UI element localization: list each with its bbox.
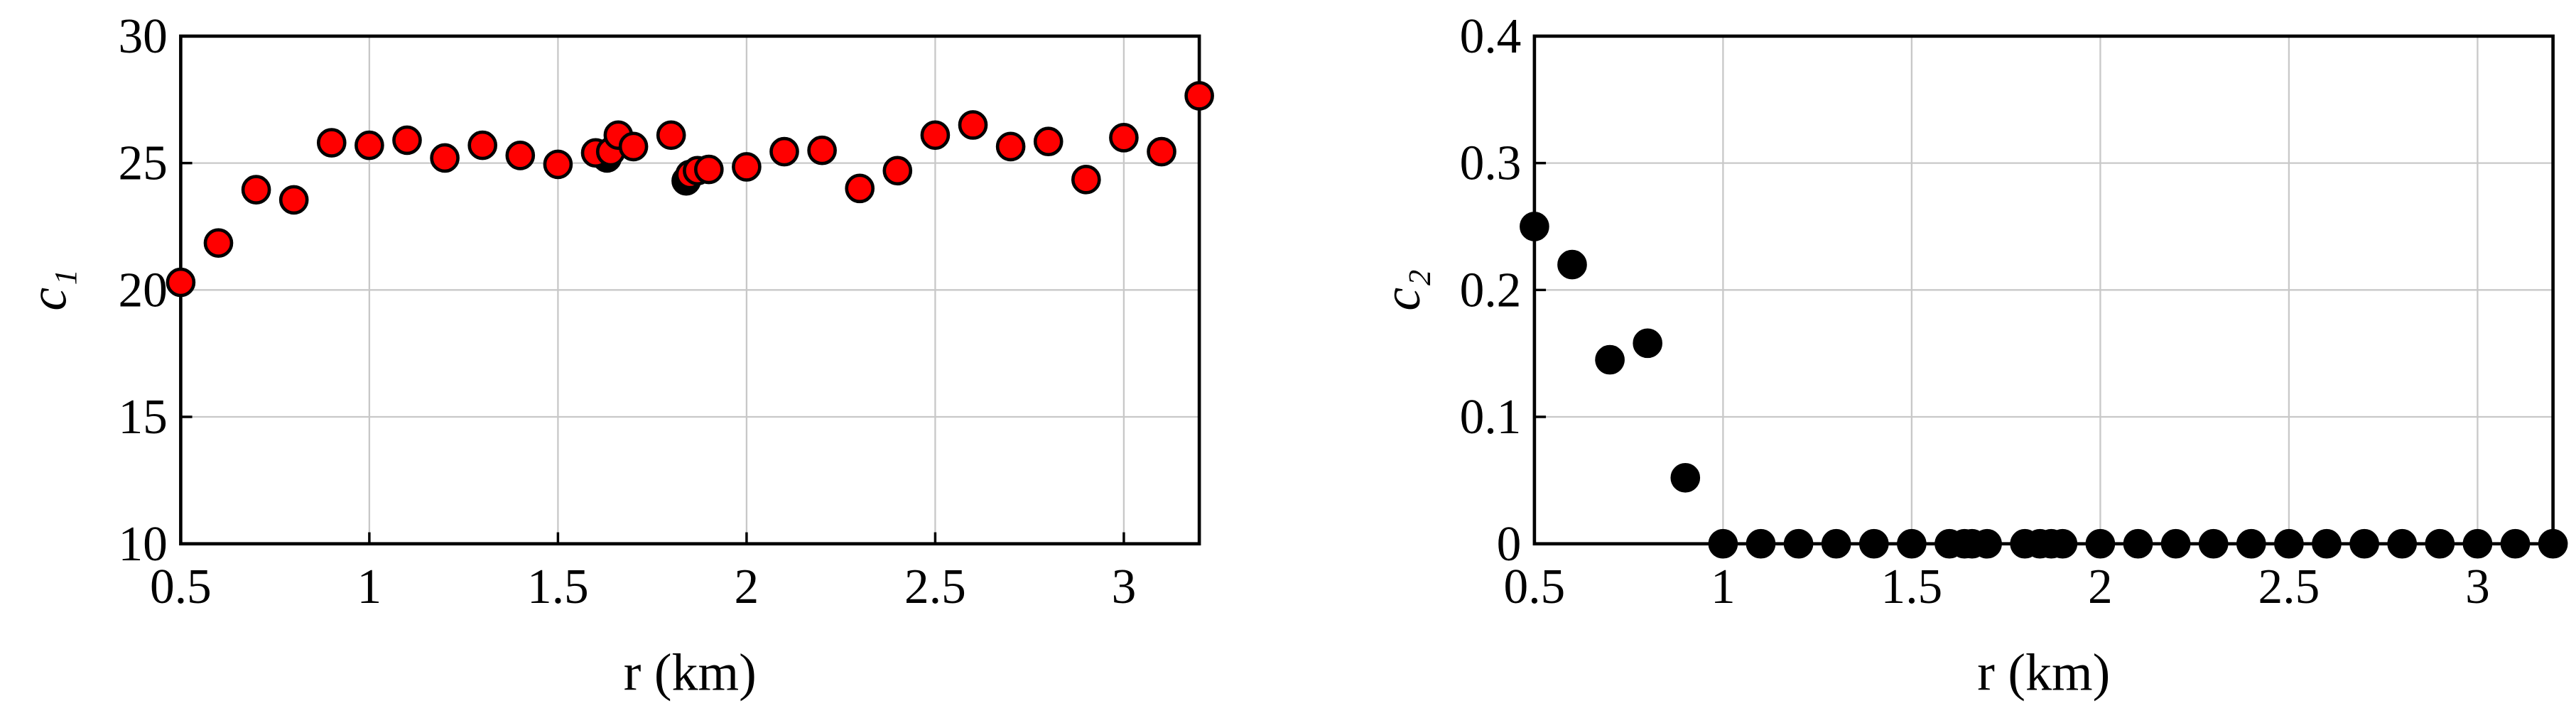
x-tick-label: 0.5 <box>150 560 212 614</box>
point <box>769 136 799 167</box>
y-tick-label: 0.4 <box>1460 9 1522 64</box>
point <box>1557 249 1587 280</box>
point <box>2160 528 2191 559</box>
y-tick-label: 0.2 <box>1460 263 1522 317</box>
point <box>995 131 1026 162</box>
x-axis-label: r (km) <box>624 644 757 702</box>
point <box>2462 528 2493 559</box>
x-tick-label: 2 <box>2088 560 2113 614</box>
point <box>2085 528 2116 559</box>
point <box>2274 528 2304 559</box>
y-tick-label: 15 <box>119 390 168 445</box>
point <box>1972 528 2002 559</box>
point <box>618 131 649 162</box>
point <box>1033 126 1064 157</box>
x-tick-label: 0.5 <box>1504 560 1566 614</box>
point <box>166 267 196 298</box>
x-tick-label: 1 <box>1711 560 1736 614</box>
point <box>2198 528 2229 559</box>
point <box>1184 81 1214 111</box>
point <box>2500 528 2531 559</box>
point <box>1147 136 1176 167</box>
point <box>1071 165 1101 195</box>
point <box>693 154 724 185</box>
point <box>1783 528 1814 559</box>
point <box>1897 528 1927 559</box>
point <box>1520 212 1549 241</box>
point <box>392 125 422 156</box>
x-tick-label: 1 <box>357 560 382 614</box>
point <box>1746 528 1776 559</box>
point <box>1670 462 1701 493</box>
point <box>2236 528 2266 559</box>
y-tick-label: 10 <box>119 517 168 572</box>
y-tick-label: 0.1 <box>1460 390 1522 445</box>
point <box>656 120 686 151</box>
point <box>241 175 271 205</box>
chart: 0.5 1 1.5 2 2.5 3 0 0.1 0.2 0.3 0.4 r (km) c₂ <box>1373 9 2568 702</box>
point <box>467 130 498 160</box>
point <box>505 141 536 170</box>
point <box>543 149 573 180</box>
x-tick-label: 2 <box>735 560 759 614</box>
point <box>2123 528 2153 559</box>
point <box>316 128 347 158</box>
point <box>2387 528 2418 559</box>
point <box>2047 528 2078 559</box>
x-tick-label: 2.5 <box>2258 560 2320 614</box>
point <box>1633 328 1662 359</box>
point <box>958 110 988 140</box>
point <box>882 156 913 186</box>
chart: 0.5 1 1.5 2 2.5 3 10 15 20 25 30 r (km) c₁ <box>20 9 1214 702</box>
x-tick-label: 1.5 <box>527 560 589 614</box>
point <box>355 130 384 160</box>
point <box>845 173 875 204</box>
x-tick-label: 3 <box>1112 560 1137 614</box>
point <box>2312 528 2342 559</box>
y-tick-label: 30 <box>119 9 168 64</box>
point <box>203 228 234 258</box>
point <box>920 120 951 151</box>
y-axis-label: c₁ <box>20 269 78 311</box>
y-tick-label: 0.3 <box>1460 136 1522 191</box>
point <box>1858 528 1889 559</box>
point <box>1821 528 1851 559</box>
point <box>2538 528 2568 559</box>
point <box>2349 528 2379 559</box>
y-tick-label: 0 <box>1497 517 1522 572</box>
x-tick-label: 1.5 <box>1881 560 1943 614</box>
y-axis-label: c₂ <box>1373 269 1432 311</box>
point <box>732 152 762 182</box>
point <box>278 185 309 215</box>
point <box>430 143 460 173</box>
x-tick-label: 2.5 <box>904 560 966 614</box>
point <box>1708 528 1738 559</box>
x-tick-label: 3 <box>2465 560 2490 614</box>
y-tick-label: 20 <box>119 263 168 317</box>
y-tick-label: 25 <box>119 136 168 191</box>
point <box>1109 123 1139 153</box>
x-axis-label: r (km) <box>1977 644 2110 702</box>
point <box>807 135 837 165</box>
point <box>2425 528 2455 559</box>
point <box>1595 344 1625 375</box>
